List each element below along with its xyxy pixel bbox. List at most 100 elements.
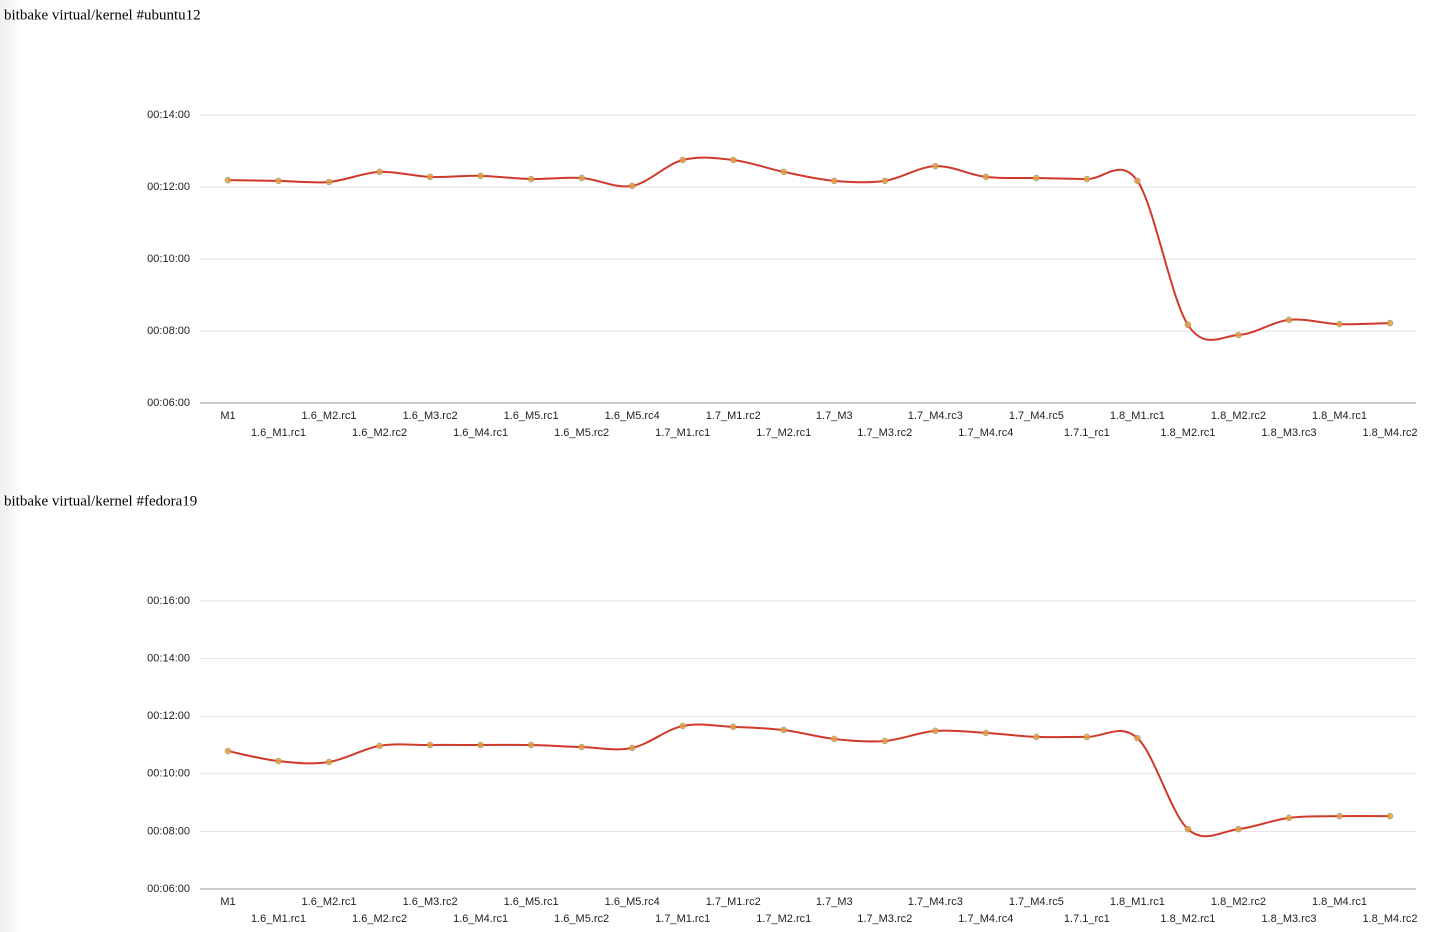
point — [780, 168, 787, 176]
point — [881, 177, 889, 185]
point — [376, 168, 383, 176]
point — [1336, 812, 1343, 820]
point — [1184, 825, 1192, 833]
point — [1184, 321, 1192, 329]
x-tick-label: 1.8_M4.rc2 — [1362, 913, 1417, 925]
y-tick-label: 00:14:00 — [147, 653, 190, 665]
y-tick-label: 00:16:00 — [147, 595, 190, 607]
y-tick-label: 00:06:00 — [147, 883, 190, 895]
point — [1134, 177, 1141, 185]
point — [1386, 812, 1394, 820]
x-tick-label: 1.8_M3.rc3 — [1261, 913, 1316, 925]
x-tick-label: 1.7_M1.rc1 — [655, 913, 710, 925]
y-tick-label: 00:10:00 — [147, 253, 190, 265]
x-tick-label: 1.8_M1.rc1 — [1110, 410, 1165, 422]
point — [426, 741, 434, 749]
point — [1235, 331, 1242, 339]
x-tick-label: 1.6_M5.rc2 — [554, 427, 609, 439]
x-tick-label: 1.7_M1.rc2 — [706, 896, 761, 908]
x-tick-label: 1.6_M3.rc2 — [403, 896, 458, 908]
y-tick-label: 00:10:00 — [147, 768, 190, 780]
point — [1134, 734, 1141, 742]
x-tick-label: 1.6_M2.rc1 — [302, 410, 357, 422]
y-tick-label: 00:06:00 — [147, 397, 190, 409]
left-edge — [0, 0, 24, 932]
x-tick-label: 1.6_M4.rc1 — [453, 427, 508, 439]
x-tick-label: 1.6_M2.rc2 — [352, 427, 407, 439]
x-tick-label: 1.8_M1.rc1 — [1110, 896, 1165, 908]
x-tick-label: M1 — [220, 410, 235, 422]
x-tick-label: 1.8_M2.rc1 — [1160, 427, 1215, 439]
x-tick-label: 1.7_M1.rc2 — [706, 410, 761, 422]
x-tick-label: 1.8_M4.rc2 — [1362, 427, 1417, 439]
line — [227, 723, 1391, 838]
x-tick-label: 1.7_M3.rc2 — [857, 427, 912, 439]
point — [982, 729, 990, 737]
x-tick-label: 1.6_M5.rc4 — [605, 410, 660, 422]
point — [881, 737, 889, 745]
x-tick-label: 1.7_M1.rc1 — [655, 427, 710, 439]
point — [628, 744, 636, 752]
x-tick-label: 1.7_M4.rc5 — [1009, 410, 1064, 422]
point — [1386, 319, 1394, 327]
x-tick-label: 1.7_M2.rc1 — [756, 913, 811, 925]
point — [1336, 320, 1343, 328]
x-tick-label: 1.7.1_rc1 — [1064, 913, 1110, 925]
point — [831, 735, 838, 743]
point — [679, 722, 686, 730]
x-tick-label: 1.8_M3.rc3 — [1261, 427, 1316, 439]
point — [729, 723, 737, 731]
x-tick-label: 1.6_M5.rc1 — [504, 896, 559, 908]
point — [477, 741, 484, 749]
point — [477, 172, 484, 180]
point — [275, 177, 282, 185]
x-tick-label: 1.6_M2.rc2 — [352, 913, 407, 925]
point — [224, 176, 232, 184]
x-tick-label: 1.7_M4.rc4 — [958, 913, 1013, 925]
x-tick-label: 1.7_M4.rc3 — [908, 410, 963, 422]
y-tick-label: 00:08:00 — [147, 325, 190, 337]
y-tick-label: 00:08:00 — [147, 825, 190, 837]
x-tick-label: 1.6_M3.rc2 — [403, 410, 458, 422]
x-tick-label: 1.8_M2.rc2 — [1211, 410, 1266, 422]
x-tick-label: 1.6_M4.rc1 — [453, 913, 508, 925]
x-tick-label: 1.7_M4.rc5 — [1009, 896, 1064, 908]
point — [982, 173, 990, 181]
point — [376, 742, 383, 750]
x-tick-label: 1.8_M4.rc1 — [1312, 896, 1367, 908]
point — [1285, 814, 1293, 822]
x-tick-label: 1.7_M4.rc4 — [958, 427, 1013, 439]
x-tick-label: 1.7_M3 — [816, 896, 853, 908]
point — [325, 758, 333, 766]
point — [932, 162, 939, 170]
point — [275, 757, 282, 765]
point — [527, 741, 535, 749]
x-tick-label: 1.8_M4.rc1 — [1312, 410, 1367, 422]
x-tick-label: 1.6_M1.rc1 — [251, 427, 306, 439]
chart-title: bitbake virtual/kernel #ubuntu12 — [4, 7, 201, 23]
chart-title: bitbake virtual/kernel #fedora19 — [4, 493, 197, 509]
x-tick-label: 1.8_M2.rc1 — [1160, 913, 1215, 925]
line — [227, 156, 1391, 341]
point — [729, 156, 737, 164]
x-tick-label: 1.6_M2.rc1 — [302, 896, 357, 908]
x-tick-label: 1.6_M5.rc4 — [605, 896, 660, 908]
x-tick-label: 1.6_M5.rc1 — [504, 410, 559, 422]
point — [325, 178, 333, 186]
point — [1235, 825, 1242, 833]
point — [1033, 733, 1040, 741]
x-tick-label: 1.7_M3.rc2 — [857, 913, 912, 925]
point — [578, 174, 585, 182]
x-tick-label: M1 — [220, 896, 235, 908]
point — [831, 177, 838, 185]
x-tick-label: 1.6_M5.rc2 — [554, 913, 609, 925]
y-tick-label: 00:12:00 — [147, 710, 190, 722]
point — [426, 173, 434, 181]
point — [527, 175, 535, 183]
point — [1285, 316, 1293, 324]
point — [578, 743, 585, 751]
x-tick-label: 1.8_M2.rc2 — [1211, 896, 1266, 908]
point — [780, 726, 787, 734]
x-tick-label: 1.7_M3 — [816, 410, 853, 422]
